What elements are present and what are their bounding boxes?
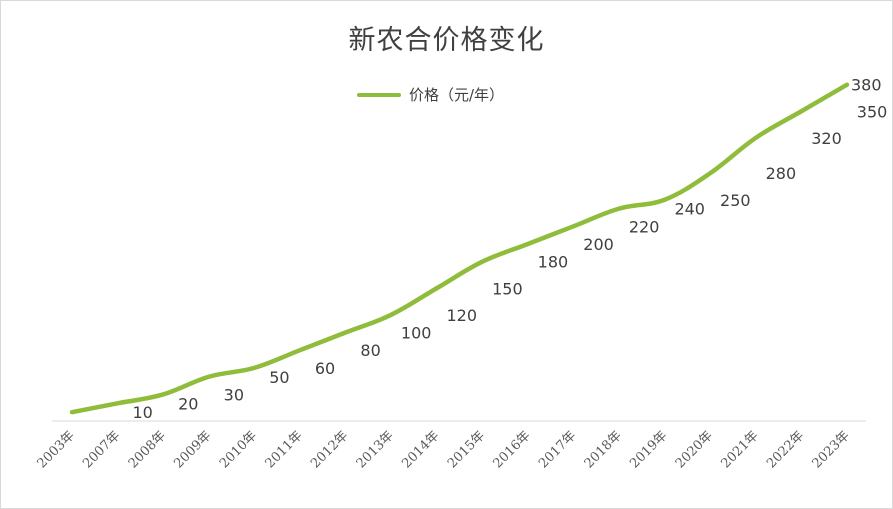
data-label: 280 [766, 164, 797, 183]
x-tick-label: 2022年 [764, 428, 807, 471]
x-tick-label: 2003年 [35, 428, 78, 471]
data-label: 180 [538, 253, 569, 272]
data-label: 220 [629, 217, 660, 236]
x-tick-label: 2019年 [627, 428, 670, 471]
data-label: 380 [851, 76, 882, 95]
data-label: 320 [811, 129, 842, 148]
x-tick-label: 2023年 [810, 428, 853, 471]
data-label: 20 [178, 394, 198, 413]
data-label: 150 [492, 279, 523, 298]
data-label: 80 [360, 341, 380, 360]
data-label: 50 [269, 368, 289, 387]
legend-swatch [357, 92, 401, 97]
series-line-price [69, 82, 850, 415]
chart-title: 新农合价格变化 [348, 25, 545, 56]
data-label: 250 [720, 191, 751, 210]
data-label: 10 [132, 403, 152, 422]
legend-label: 价格（元/年） [409, 86, 505, 104]
x-tick-label: 2016年 [491, 428, 534, 471]
x-tick-label: 2020年 [673, 428, 716, 471]
data-label: 60 [315, 359, 335, 378]
x-tick-label: 2011年 [263, 428, 306, 471]
data-label: 120 [447, 306, 478, 325]
x-tick-label: 2010年 [217, 428, 260, 471]
x-tick-label: 2017年 [536, 428, 579, 471]
data-label: 200 [583, 235, 614, 254]
x-tick-label: 2014年 [399, 428, 442, 471]
x-tick-label: 2021年 [718, 428, 761, 471]
legend: 价格（元/年） [357, 84, 504, 105]
data-label: 30 [224, 385, 244, 404]
x-tick-label: 2008年 [126, 428, 169, 471]
x-tick-label: 2009年 [171, 428, 214, 471]
data-label: 100 [401, 324, 432, 343]
data-label: 240 [674, 200, 705, 219]
x-tick-label: 2007年 [80, 428, 123, 471]
x-tick-label: 2012年 [308, 428, 351, 471]
x-tick-label: 2018年 [582, 428, 625, 471]
data-label: 350 [857, 102, 888, 121]
x-tick-label: 2013年 [354, 428, 397, 471]
x-tick-label: 2015年 [445, 428, 488, 471]
